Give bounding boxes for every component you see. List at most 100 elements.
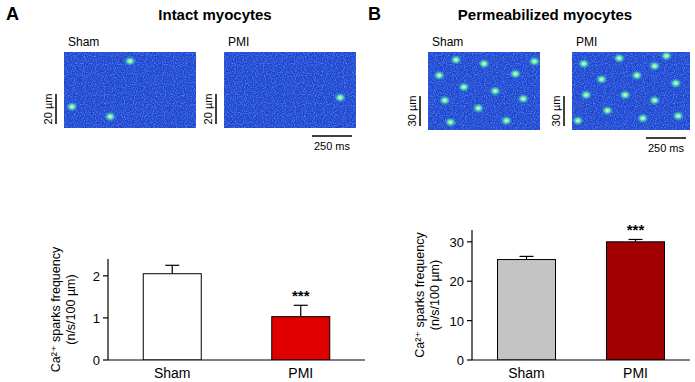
x-tick-label: PMI [288,365,313,381]
significance: *** [292,287,310,304]
y-tick-label: 30 [450,235,464,250]
image-label: PMI [228,35,249,49]
bar [607,242,665,360]
spark [670,78,682,88]
scale-bar [215,94,217,124]
y-axis-label: Ca²⁺ sparks frequency(n/s/100 µm) [49,246,78,372]
figure: AIntact myocytesSham20 µmPMI20 µm250 msB… [0,0,695,382]
spark [580,90,592,100]
spark [649,61,661,71]
error-bar [300,305,301,316]
x-tick-label: Sham [154,365,191,381]
error-cap [165,265,179,266]
spark [517,94,529,104]
x-tick-label: PMI [623,365,648,381]
error-cap [629,239,643,240]
spark [528,56,540,66]
spark [672,111,684,121]
spark [601,106,613,116]
spark [596,74,608,84]
bar [143,274,201,360]
y-tick [467,320,472,321]
bar-chart: Sham *** PMI 0 1 2 Ca²⁺ sparks frequency(n/s/1… [49,246,365,381]
y-tick-label: 20 [450,274,464,289]
scale-bar [312,135,352,137]
y-tick [467,281,472,282]
spark [572,116,584,126]
panel-letter: B [368,4,381,24]
plot-area [143,265,330,360]
linescan-image [64,52,196,128]
spark [500,116,512,126]
x-axis [108,359,365,360]
bar [272,317,330,360]
y-tick-label: 0 [93,353,100,368]
y-tick-label: 0 [457,353,464,368]
panel-title: Permeabilized myocytes [458,6,632,23]
spark [433,70,445,80]
spark [334,93,346,103]
image-label: Sham [68,35,99,49]
error-bar [172,265,173,273]
panel-letter: A [6,4,19,24]
linescan-image [572,52,690,130]
spark [66,102,78,112]
spark [444,117,456,127]
image-label: Sham [432,35,463,49]
y-tick [103,359,108,360]
y-tick-label: 2 [93,269,100,284]
image-noise [572,52,690,130]
error-cap [520,256,534,257]
scale-bar [563,96,565,126]
y-tick [103,275,108,276]
y-axis [107,259,108,360]
panel: A Intact myocytes Sham 20 µm PMI 20 µm 250 ms [6,4,356,152]
error-cap [294,305,308,306]
y-tick [103,317,108,318]
spark [509,69,521,79]
scale-label: 250 ms [314,140,351,152]
spark [637,113,649,123]
spark [631,70,643,80]
image-noise [428,52,540,130]
spark [472,103,484,113]
spark [450,55,462,65]
spark [649,95,661,105]
y-tick-label: 10 [450,314,464,329]
image-label: PMI [576,35,597,49]
spark [478,59,490,69]
panel: B Permeabilized myocytes Sham 30 µm PMI 30 µm… [368,4,690,154]
spark [578,59,590,69]
spark [660,51,672,61]
spark [124,56,136,66]
y-axis [471,230,472,360]
y-tick-label: 1 [93,311,100,326]
y-tick [467,241,472,242]
plot-area [498,239,665,360]
linescan-image [428,52,540,130]
scale-label: 20 µm [42,94,54,125]
scale-bar [55,94,57,124]
x-tick-label: Sham [508,365,545,381]
spark [619,90,631,100]
spark [489,86,501,96]
spark [439,95,451,105]
bar [498,260,556,360]
spark [104,112,116,122]
scale-label: 30 µm [406,96,418,127]
spark [613,53,625,63]
scale-label: 30 µm [550,96,562,127]
spark [458,82,470,92]
scale-label: 20 µm [202,94,214,125]
y-axis-label: Ca²⁺ sparks frequency(n/s/100 µm) [413,232,442,358]
y-tick [467,359,472,360]
image-noise [64,52,196,128]
scale-bar [646,137,686,139]
significance: *** [627,221,645,238]
x-axis [472,359,690,360]
bar-chart: Sham *** PMI 0 10 20 30 Ca²⁺ sparks frequency(n… [413,221,690,381]
panel-title: Intact myocytes [158,6,271,23]
scale-bar [419,96,421,126]
linescan-image [224,52,356,128]
scale-label: 250 ms [648,142,685,154]
